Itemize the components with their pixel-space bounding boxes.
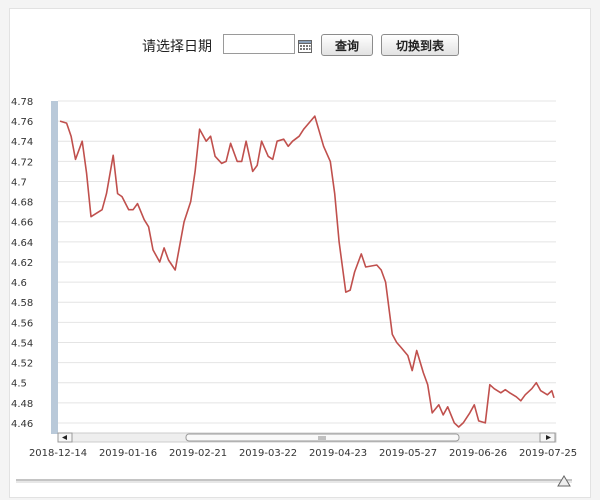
- y-tick-label: 4.78: [11, 97, 33, 108]
- y-tick-label: 4.66: [11, 218, 33, 229]
- y-tick-label: 4.6: [11, 278, 27, 289]
- x-tick-label: 2019-07-25: [519, 448, 577, 459]
- y-tick-label: 4.48: [11, 399, 33, 410]
- y-tick-label: 4.5: [11, 379, 27, 390]
- y-tick-label: 4.52: [11, 359, 33, 370]
- left-axis-band: [51, 101, 58, 434]
- calendar-icon[interactable]: [298, 38, 312, 53]
- x-tick-label: 2019-03-22: [239, 448, 297, 459]
- chart-panel: [9, 8, 591, 498]
- y-tick-label: 4.74: [11, 137, 33, 148]
- x-tick-label: 2019-04-23: [309, 448, 367, 459]
- y-axis: 4.78 4.76 4.74 4.72 4.7 4.68 4.66 4.64 4.62 4.6 4.…: [11, 97, 33, 430]
- y-tick-label: 4.76: [11, 117, 33, 128]
- range-slider[interactable]: [16, 475, 572, 487]
- arrow-right-icon: [546, 435, 551, 440]
- x-tick-label: 2019-05-27: [379, 448, 437, 459]
- grid-lines: [58, 100, 556, 424]
- triangle-handle-icon[interactable]: [557, 475, 571, 487]
- x-axis: 2018-12-14 2019-01-16 2019-02-21 2019-03-22…: [29, 448, 577, 459]
- query-button[interactable]: 查询: [321, 34, 373, 56]
- y-tick-label: 4.56: [11, 318, 33, 329]
- switch-to-table-button[interactable]: 切换到表: [381, 34, 459, 56]
- y-tick-label: 4.62: [11, 258, 33, 269]
- y-tick-label: 4.7: [11, 177, 27, 188]
- x-tick-label: 2019-01-16: [99, 448, 157, 459]
- series-line: [59, 115, 555, 428]
- date-input[interactable]: [223, 34, 295, 54]
- y-tick-label: 4.64: [11, 238, 33, 249]
- y-tick-label: 4.68: [11, 198, 33, 209]
- y-tick-label: 4.54: [11, 338, 33, 349]
- grip-icon: [318, 436, 326, 440]
- y-tick-label: 4.46: [11, 419, 33, 430]
- x-tick-label: 2019-02-21: [169, 448, 227, 459]
- x-tick-label: 2019-06-26: [449, 448, 507, 459]
- y-tick-label: 4.58: [11, 298, 33, 309]
- date-label: 请选择日期: [142, 39, 212, 55]
- y-tick-label: 4.72: [11, 157, 33, 168]
- x-tick-label: 2018-12-14: [29, 448, 87, 459]
- arrow-left-icon: [62, 435, 67, 440]
- horizontal-scrollbar[interactable]: [57, 432, 557, 443]
